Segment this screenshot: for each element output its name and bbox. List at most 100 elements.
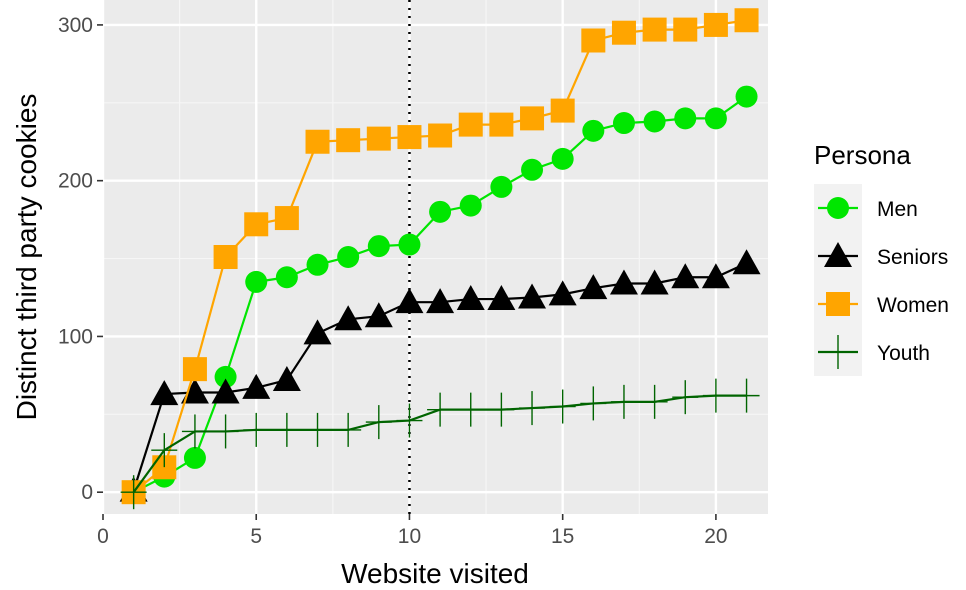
legend-item-seniors: Seniors: [814, 232, 948, 280]
point-men: [429, 200, 452, 223]
point-seniors: [395, 288, 424, 314]
point-seniors: [640, 269, 669, 295]
y-tick-label: 200: [58, 170, 93, 193]
point-seniors: [732, 249, 761, 275]
point-women: [703, 12, 728, 37]
legend-label-seniors: Seniors: [877, 246, 948, 269]
point-men: [582, 119, 605, 142]
point-women: [520, 106, 545, 131]
point-seniors: [180, 378, 209, 404]
legend-item-women: Women: [814, 280, 949, 328]
point-youth: [457, 392, 484, 427]
point-youth: [181, 414, 208, 449]
point-youth: [427, 392, 454, 427]
x-tick-label: 5: [250, 525, 262, 548]
point-seniors: [242, 373, 271, 399]
point-seniors: [364, 302, 393, 328]
point-youth: [641, 384, 668, 419]
point-men: [337, 246, 360, 268]
point-men: [367, 235, 390, 258]
series-women: [121, 8, 759, 505]
point-women: [397, 125, 422, 150]
point-men: [704, 107, 727, 130]
point-youth: [396, 403, 423, 438]
point-women: [673, 17, 698, 42]
y-tick-label: 100: [58, 325, 93, 348]
legend-key-marker: [824, 242, 852, 267]
point-seniors: [334, 305, 363, 331]
point-seniors: [548, 280, 577, 306]
point-men: [398, 233, 421, 256]
point-men: [306, 253, 329, 276]
point-women: [182, 357, 207, 382]
legend: Persona Men Seniors Women Youth: [814, 140, 949, 376]
point-men: [214, 365, 237, 388]
point-youth: [672, 380, 699, 415]
point-youth: [549, 389, 576, 424]
point-youth: [212, 414, 239, 449]
point-youth: [304, 412, 331, 447]
point-women: [642, 17, 667, 42]
point-seniors: [671, 263, 700, 289]
point-women: [581, 28, 606, 53]
point-men: [551, 147, 574, 170]
point-women: [734, 8, 759, 33]
point-seniors: [303, 319, 332, 345]
point-youth: [519, 391, 546, 426]
x-tick-label: 15: [551, 525, 574, 548]
point-seniors: [609, 269, 638, 295]
point-youth: [335, 412, 362, 447]
point-women: [611, 20, 636, 45]
legend-label-youth: Youth: [877, 342, 930, 365]
point-youth: [151, 433, 178, 468]
point-youth: [273, 412, 300, 447]
point-men: [521, 158, 544, 181]
point-seniors: [518, 283, 547, 309]
point-youth: [610, 384, 637, 419]
point-women: [244, 212, 269, 237]
point-seniors: [426, 288, 455, 314]
point-men: [183, 446, 206, 469]
legend-key-marker: [825, 335, 851, 369]
point-seniors: [456, 285, 485, 311]
legend-label-women: Women: [877, 294, 949, 317]
point-seniors: [579, 274, 608, 300]
point-seniors: [211, 378, 240, 404]
legend-key-marker: [826, 292, 850, 316]
point-men: [643, 110, 666, 133]
point-men: [275, 266, 298, 289]
x-tick-label: 20: [704, 525, 727, 548]
y-tick-label: 0: [81, 481, 93, 504]
legend-title: Persona: [814, 140, 911, 170]
point-men: [612, 112, 635, 135]
point-women: [458, 112, 483, 137]
point-youth: [580, 386, 607, 421]
point-seniors: [487, 285, 516, 311]
point-youth: [243, 412, 270, 447]
x-tick-label: 10: [398, 525, 421, 548]
legend-item-men: Men: [814, 184, 918, 232]
point-seniors: [272, 366, 301, 392]
point-men: [674, 107, 697, 130]
x-axis-title: Website visited: [341, 558, 529, 589]
point-seniors: [150, 380, 179, 406]
point-women: [336, 128, 361, 153]
point-men: [735, 85, 758, 108]
point-men: [490, 175, 513, 198]
y-axis-title: Distinct third party cookies: [11, 94, 42, 421]
point-women: [305, 129, 330, 154]
point-women: [274, 206, 299, 231]
point-women: [489, 112, 514, 137]
point-women: [366, 126, 391, 151]
series-youth: [120, 378, 760, 510]
series-layer: [119, 8, 761, 510]
x-tick-label: 0: [97, 525, 109, 548]
legend-label-men: Men: [877, 198, 918, 221]
point-youth: [733, 378, 760, 413]
point-youth: [488, 392, 515, 427]
legend-key-marker: [827, 197, 849, 219]
y-tick-label: 300: [58, 14, 93, 37]
point-youth: [702, 378, 729, 413]
point-youth: [365, 405, 392, 440]
